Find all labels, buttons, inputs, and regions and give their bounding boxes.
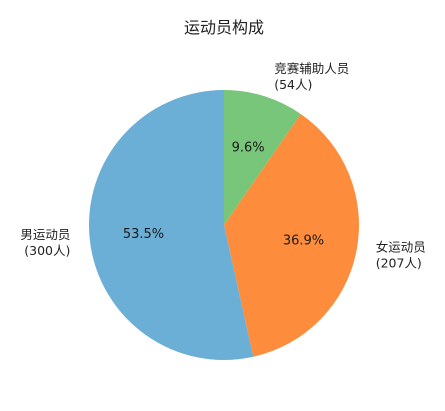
slice-category-label: 女运动员 xyxy=(376,240,426,255)
slice-category-label: 男运动员 xyxy=(20,227,70,242)
slice-percent-label: 53.5% xyxy=(123,227,164,242)
chart-title: 运动员构成 xyxy=(184,18,264,37)
slice-percent-label: 36.9% xyxy=(283,234,324,249)
slice-count-label: (207人) xyxy=(376,256,422,271)
slice-count-label: (54人) xyxy=(274,77,312,92)
pie-slice xyxy=(224,113,359,357)
pie-slices xyxy=(88,90,359,360)
slice-category-label: 竞赛辅助人员 xyxy=(274,61,349,76)
slice-percent-label: 9.6% xyxy=(232,141,265,156)
pie-labels: 9.6% 竞赛辅助人员(54人) 36.9% 女运动员(207人) 53.5% 男运动员(… xyxy=(20,61,425,270)
pie-slice xyxy=(224,90,301,225)
slice-count-label: (300人) xyxy=(24,243,70,258)
pie-slice xyxy=(88,90,254,360)
